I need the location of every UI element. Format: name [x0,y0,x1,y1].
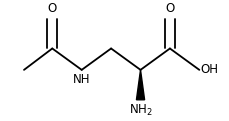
Text: OH: OH [200,63,218,76]
Text: O: O [165,2,174,15]
Text: O: O [48,2,57,15]
Text: NH$_2$: NH$_2$ [129,103,153,118]
Polygon shape [136,70,144,100]
Text: NH: NH [73,73,90,86]
